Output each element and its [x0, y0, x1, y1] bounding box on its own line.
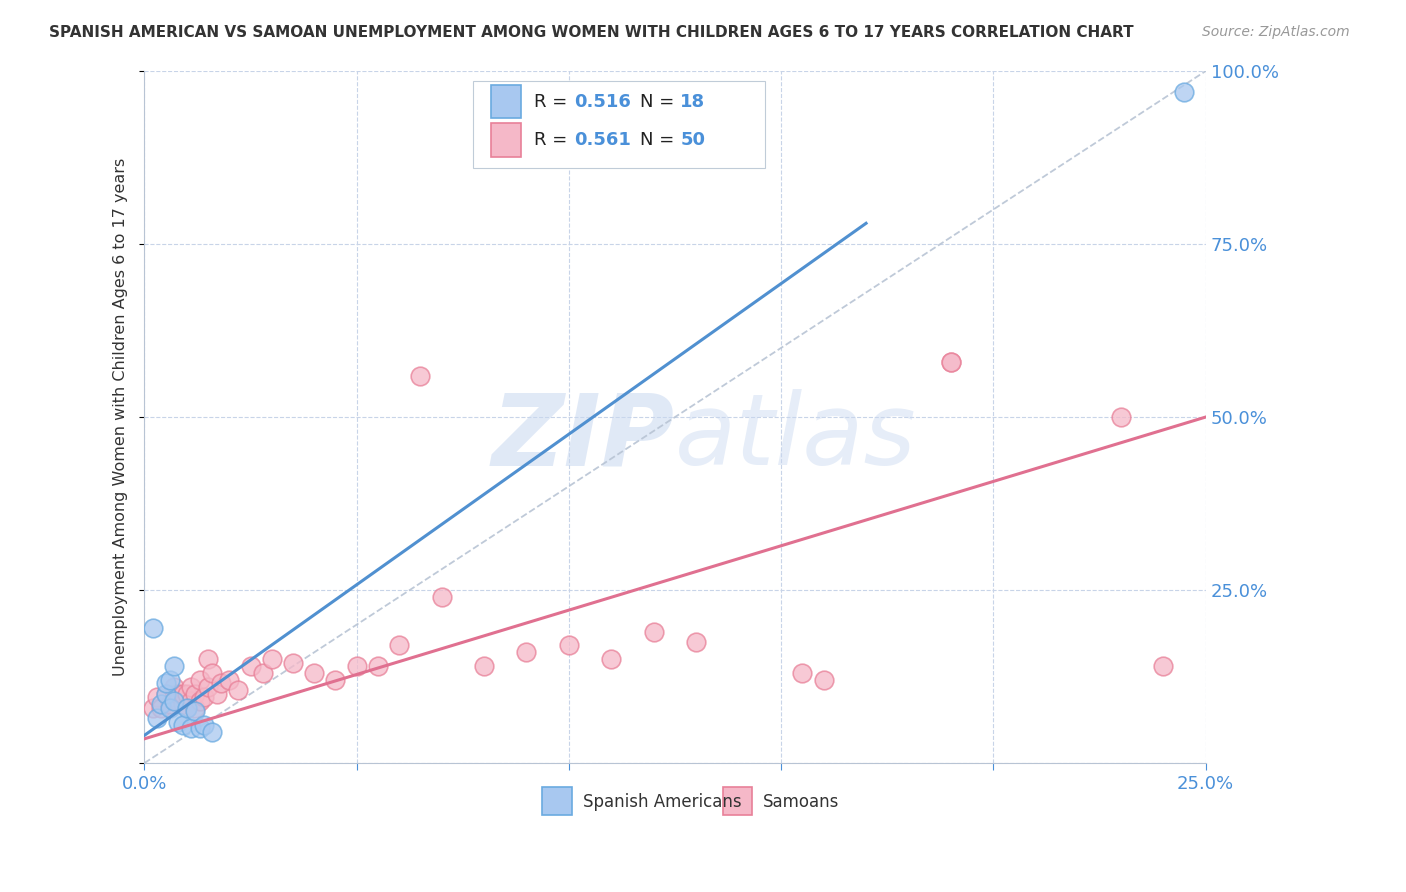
Bar: [543, 787, 572, 815]
Point: [184, 704, 207, 718]
Point: [172, 687, 194, 701]
Point: [558, 639, 581, 653]
Point: [685, 635, 707, 649]
Point: [155, 676, 177, 690]
Point: [167, 687, 190, 701]
Point: [172, 697, 194, 711]
Text: R =: R =: [534, 93, 572, 111]
Point: [188, 722, 211, 736]
Text: Samoans: Samoans: [763, 793, 839, 811]
Point: [201, 666, 224, 681]
Text: 18: 18: [681, 93, 706, 111]
Text: SPANISH AMERICAN VS SAMOAN UNEMPLOYMENT AMONG WOMEN WITH CHILDREN AGES 6 TO 17 Y: SPANISH AMERICAN VS SAMOAN UNEMPLOYMENT …: [49, 25, 1133, 40]
Point: [1109, 410, 1132, 425]
Point: [209, 676, 232, 690]
Point: [155, 687, 177, 701]
Point: [600, 652, 623, 666]
Text: 0.516: 0.516: [574, 93, 631, 111]
Point: [367, 659, 389, 673]
Text: Source: ZipAtlas.com: Source: ZipAtlas.com: [1202, 25, 1350, 39]
Point: [155, 687, 177, 701]
Point: [180, 680, 202, 694]
Point: [159, 697, 181, 711]
Point: [176, 700, 198, 714]
Point: [146, 690, 169, 705]
Point: [239, 659, 262, 673]
Point: [643, 624, 665, 639]
Point: [188, 694, 211, 708]
Point: [159, 673, 181, 687]
Point: [188, 673, 211, 687]
Text: ZIP: ZIP: [492, 389, 675, 486]
Text: N =: N =: [640, 131, 681, 149]
Point: [409, 368, 432, 383]
Point: [163, 694, 186, 708]
Y-axis label: Unemployment Among Women with Children Ages 6 to 17 years: Unemployment Among Women with Children A…: [114, 158, 128, 676]
Point: [472, 659, 495, 673]
Point: [180, 722, 202, 736]
Text: atlas: atlas: [675, 389, 917, 486]
Point: [193, 718, 215, 732]
Point: [150, 697, 173, 711]
Point: [176, 700, 198, 714]
Point: [813, 673, 835, 687]
FancyBboxPatch shape: [474, 81, 765, 168]
Point: [388, 639, 411, 653]
Point: [197, 680, 219, 694]
Text: N =: N =: [640, 93, 681, 111]
Point: [163, 690, 186, 705]
Bar: [492, 85, 522, 119]
Text: R =: R =: [534, 131, 572, 149]
Point: [1152, 659, 1174, 673]
Point: [197, 652, 219, 666]
Point: [180, 694, 202, 708]
Text: Spanish Americans: Spanish Americans: [582, 793, 741, 811]
Point: [515, 645, 537, 659]
Point: [792, 666, 814, 681]
Point: [142, 621, 165, 635]
Point: [163, 680, 186, 694]
Point: [184, 700, 207, 714]
Point: [218, 673, 240, 687]
Point: [226, 683, 249, 698]
Point: [252, 666, 274, 681]
Point: [281, 656, 304, 670]
Text: 50: 50: [681, 131, 706, 149]
Text: 0.561: 0.561: [574, 131, 631, 149]
Point: [939, 354, 962, 368]
Point: [167, 694, 190, 708]
Bar: [492, 123, 522, 156]
Point: [172, 718, 194, 732]
Point: [176, 687, 198, 701]
Point: [205, 687, 228, 701]
Point: [346, 659, 368, 673]
Point: [159, 700, 181, 714]
Point: [939, 354, 962, 368]
Point: [184, 687, 207, 701]
Point: [325, 673, 347, 687]
Point: [201, 725, 224, 739]
Point: [163, 659, 186, 673]
Point: [167, 714, 190, 729]
Point: [302, 666, 325, 681]
Point: [1173, 85, 1195, 99]
Point: [193, 690, 215, 705]
Point: [146, 711, 169, 725]
Point: [150, 700, 173, 714]
Point: [142, 700, 165, 714]
Point: [430, 590, 453, 604]
Point: [260, 652, 283, 666]
Bar: [723, 787, 752, 815]
